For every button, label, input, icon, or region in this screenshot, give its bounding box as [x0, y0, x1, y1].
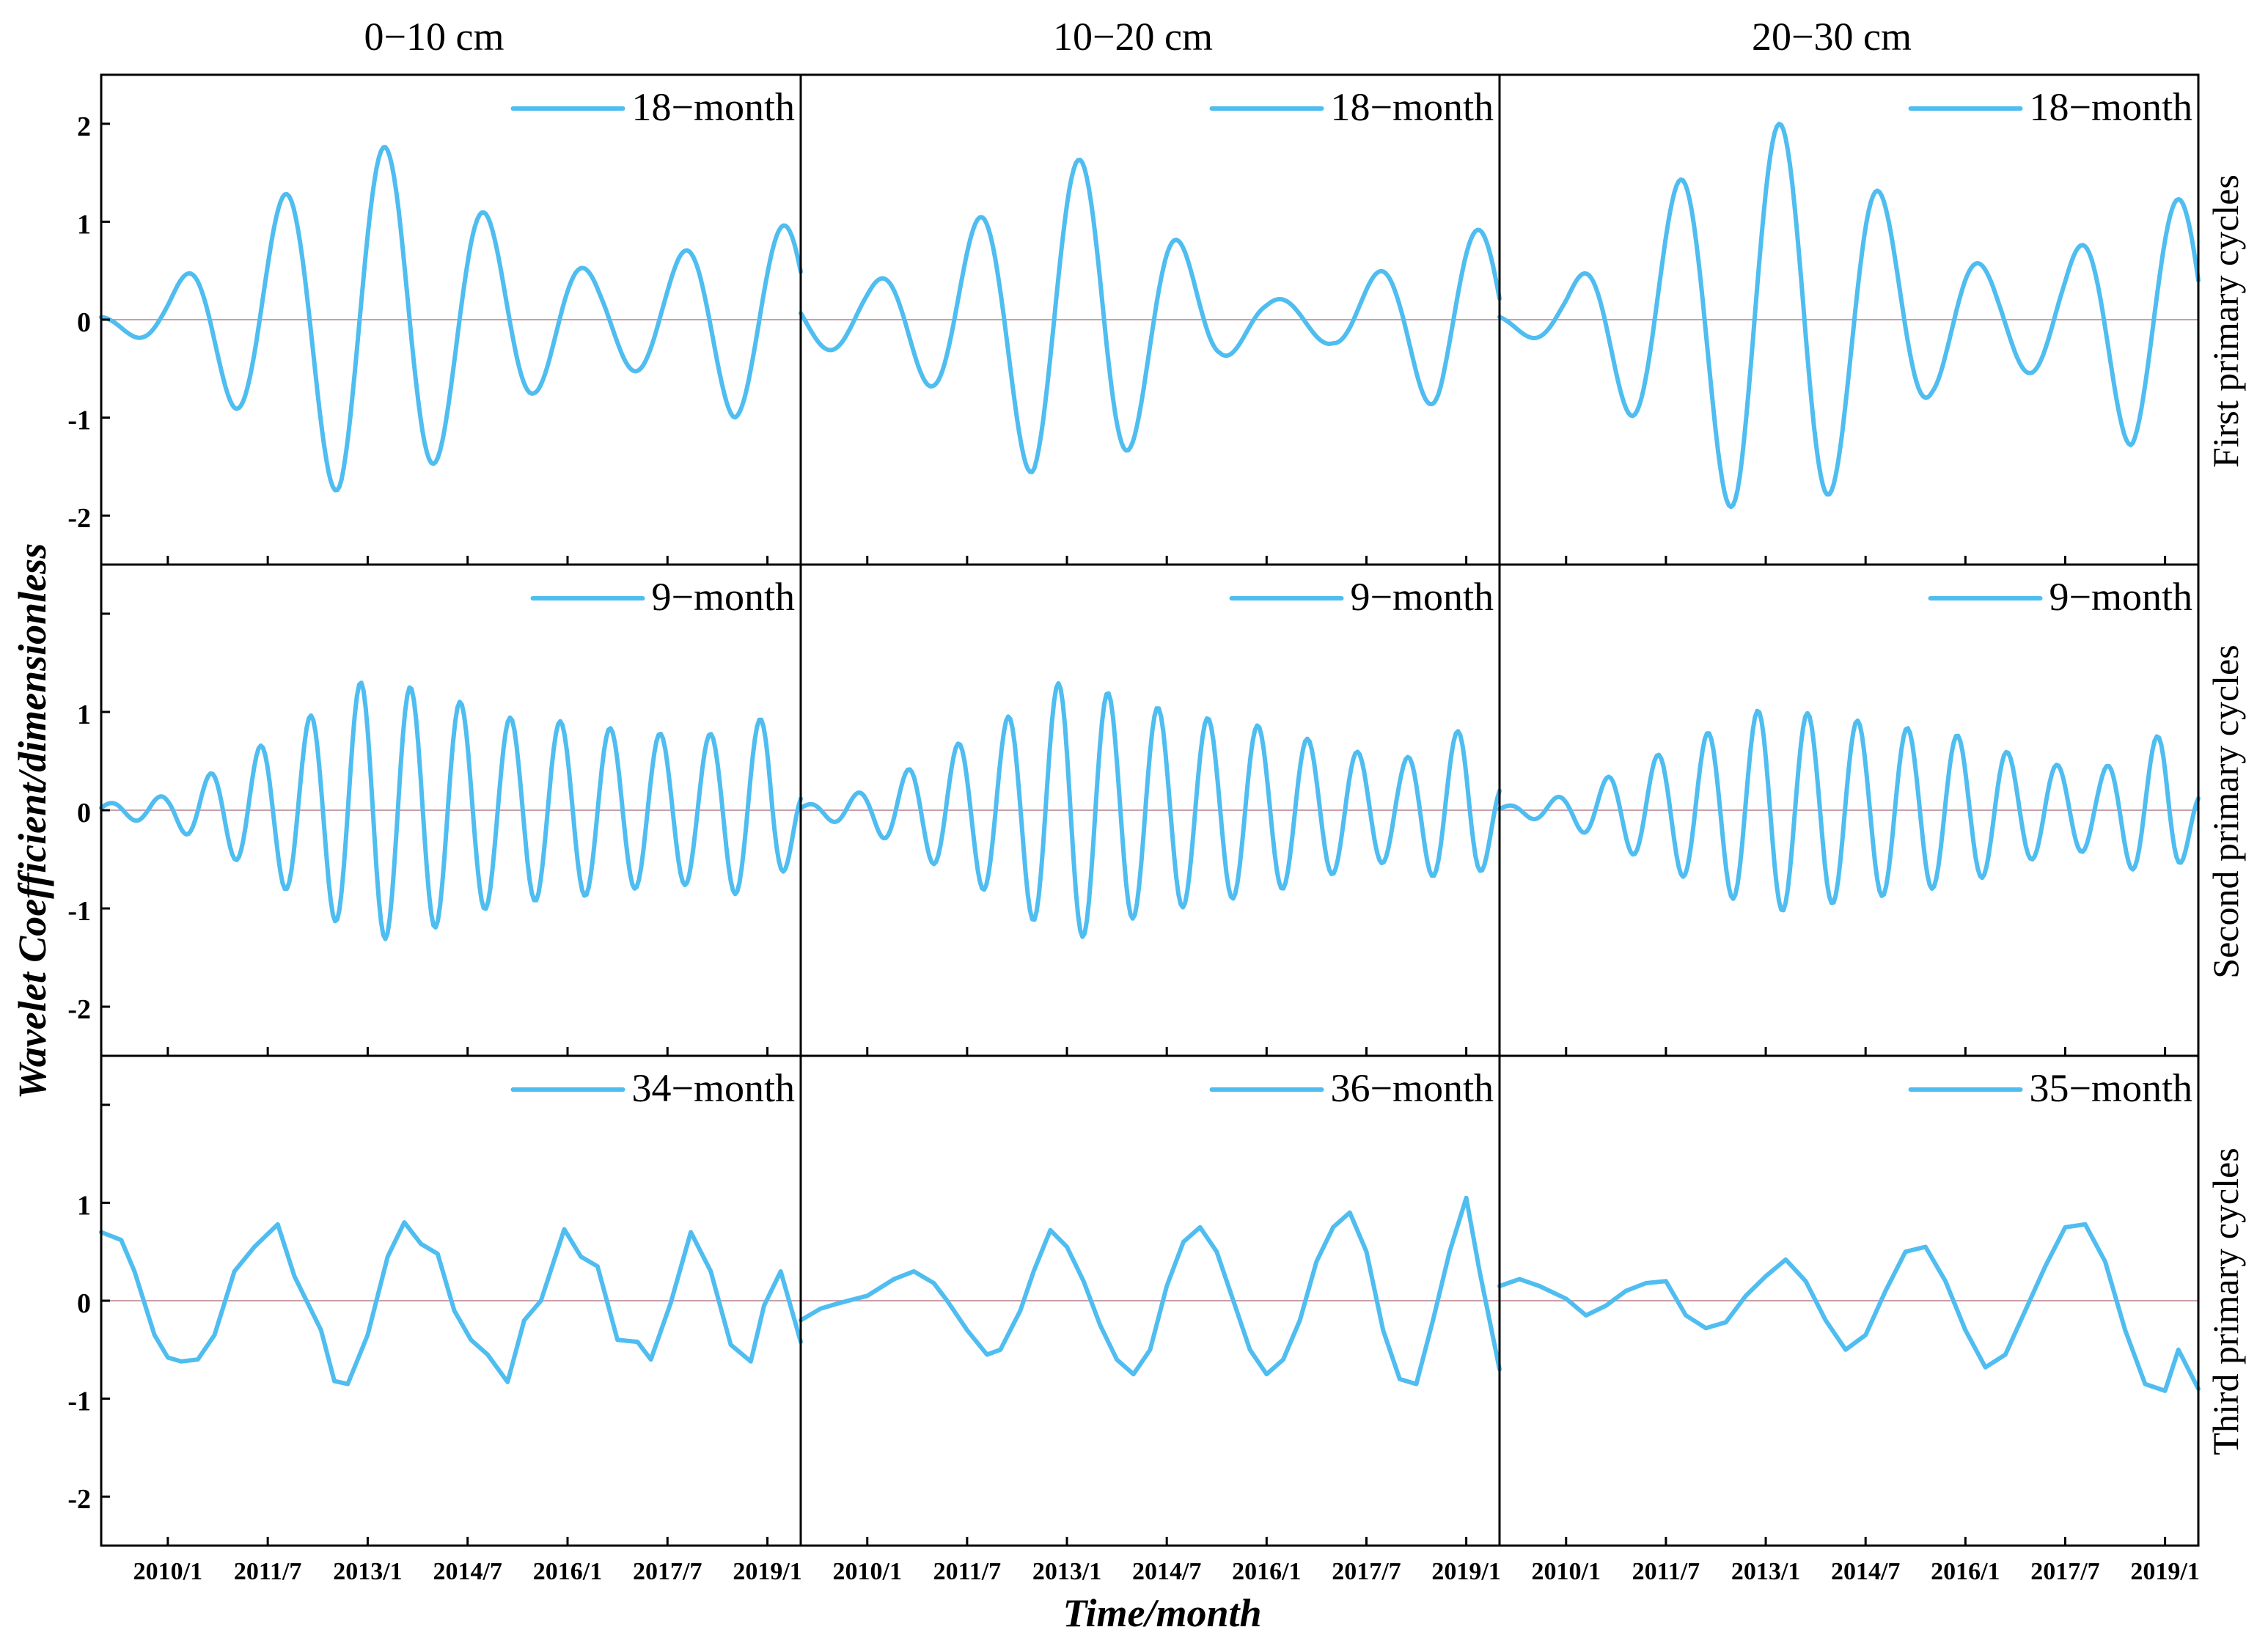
x-tick-label: 2011/7: [933, 1558, 1002, 1585]
series-line-r1-c2: [1497, 708, 2201, 913]
x-tick-label: 2016/1: [533, 1558, 602, 1585]
y-tick-label: -1: [67, 896, 91, 927]
x-tick-label: 2014/7: [433, 1558, 502, 1585]
legend-label: 9−month: [1351, 575, 1494, 619]
series-line-r2-c0: [99, 1220, 803, 1387]
y-axis-label: Wavelet Coefficient/dimensionless: [10, 543, 54, 1099]
column-title-1: 10−20 cm: [1053, 15, 1213, 59]
legend-label: 18−month: [632, 85, 795, 129]
column-title-0: 0−10 cm: [364, 15, 504, 59]
series-line-r0-c2: [1497, 121, 2201, 510]
x-tick-label: 2010/1: [833, 1558, 902, 1585]
series-line-r2-c1: [799, 1195, 1502, 1387]
series-line-r2-c2: [1497, 1222, 2201, 1393]
y-tick-label: 0: [77, 798, 91, 829]
series-line-r1-c0: [99, 680, 803, 941]
x-tick-label: 2019/1: [2130, 1558, 2199, 1585]
series-line-r0-c1: [799, 158, 1502, 474]
legend-label: 36−month: [1331, 1066, 1494, 1110]
y-tick-label: 2: [77, 111, 91, 142]
legend-label: 35−month: [2030, 1066, 2192, 1110]
y-tick-label: 0: [77, 307, 91, 338]
x-tick-label: 2010/1: [1532, 1558, 1601, 1585]
x-axis-label: Time/month: [1063, 1591, 1261, 1635]
y-tick-label: -2: [67, 1484, 91, 1515]
y-tick-label: -2: [67, 503, 91, 534]
axis-ticks: -2 -1 0 1 2 -2 -1 0 1 -2 -1 0 1 2010/1 2011/7 2013/1 201…: [67, 111, 2200, 1585]
x-tick-label: 2017/7: [633, 1558, 702, 1585]
x-tick-label: 2017/7: [2030, 1558, 2099, 1585]
legend-label: 18−month: [2030, 85, 2192, 129]
column-title-2: 20−30 cm: [1752, 15, 1912, 59]
series-line-r0-c0: [99, 144, 803, 493]
legend-label: 34−month: [632, 1066, 795, 1110]
y-tick-label: 1: [77, 209, 91, 240]
x-tick-label: 2016/1: [1931, 1558, 2000, 1585]
legend-label: 9−month: [652, 575, 795, 619]
zero-lines: [101, 319, 2198, 1301]
row-title-2: Third primary cycles: [2205, 1147, 2246, 1455]
x-tick-label: 2016/1: [1232, 1558, 1301, 1585]
x-tick-label: 2013/1: [333, 1558, 402, 1585]
x-tick-label: 2019/1: [733, 1558, 801, 1585]
x-tick-label: 2010/1: [133, 1558, 202, 1585]
y-tick-label: -1: [67, 1387, 91, 1417]
x-tick-label: 2011/7: [1632, 1558, 1700, 1585]
x-tick-label: 2014/7: [1132, 1558, 1201, 1585]
x-tick-label: 2011/7: [234, 1558, 302, 1585]
series-layer: [99, 121, 2201, 1393]
y-tick-label: 1: [77, 1190, 91, 1221]
row-title-0: First primary cycles: [2205, 175, 2246, 468]
x-tick-label: 2013/1: [1032, 1558, 1101, 1585]
y-tick-label: 0: [77, 1288, 91, 1319]
y-tick-label: -1: [67, 405, 91, 436]
x-tick-label: 2013/1: [1731, 1558, 1800, 1585]
x-tick-label: 2017/7: [1332, 1558, 1401, 1585]
row-title-1: Second primary cycles: [2205, 644, 2246, 978]
y-tick-label: 1: [77, 699, 91, 730]
legend-label: 18−month: [1331, 85, 1494, 129]
y-tick-label: -2: [67, 994, 91, 1025]
x-tick-label: 2014/7: [1831, 1558, 1900, 1585]
series-line-r1-c1: [799, 681, 1502, 939]
x-tick-label: 2019/1: [1431, 1558, 1500, 1585]
legends: 18−month 18−month 18−month 9−month 9−month 9−…: [510, 85, 2192, 1110]
legend-label: 9−month: [2049, 575, 2192, 619]
